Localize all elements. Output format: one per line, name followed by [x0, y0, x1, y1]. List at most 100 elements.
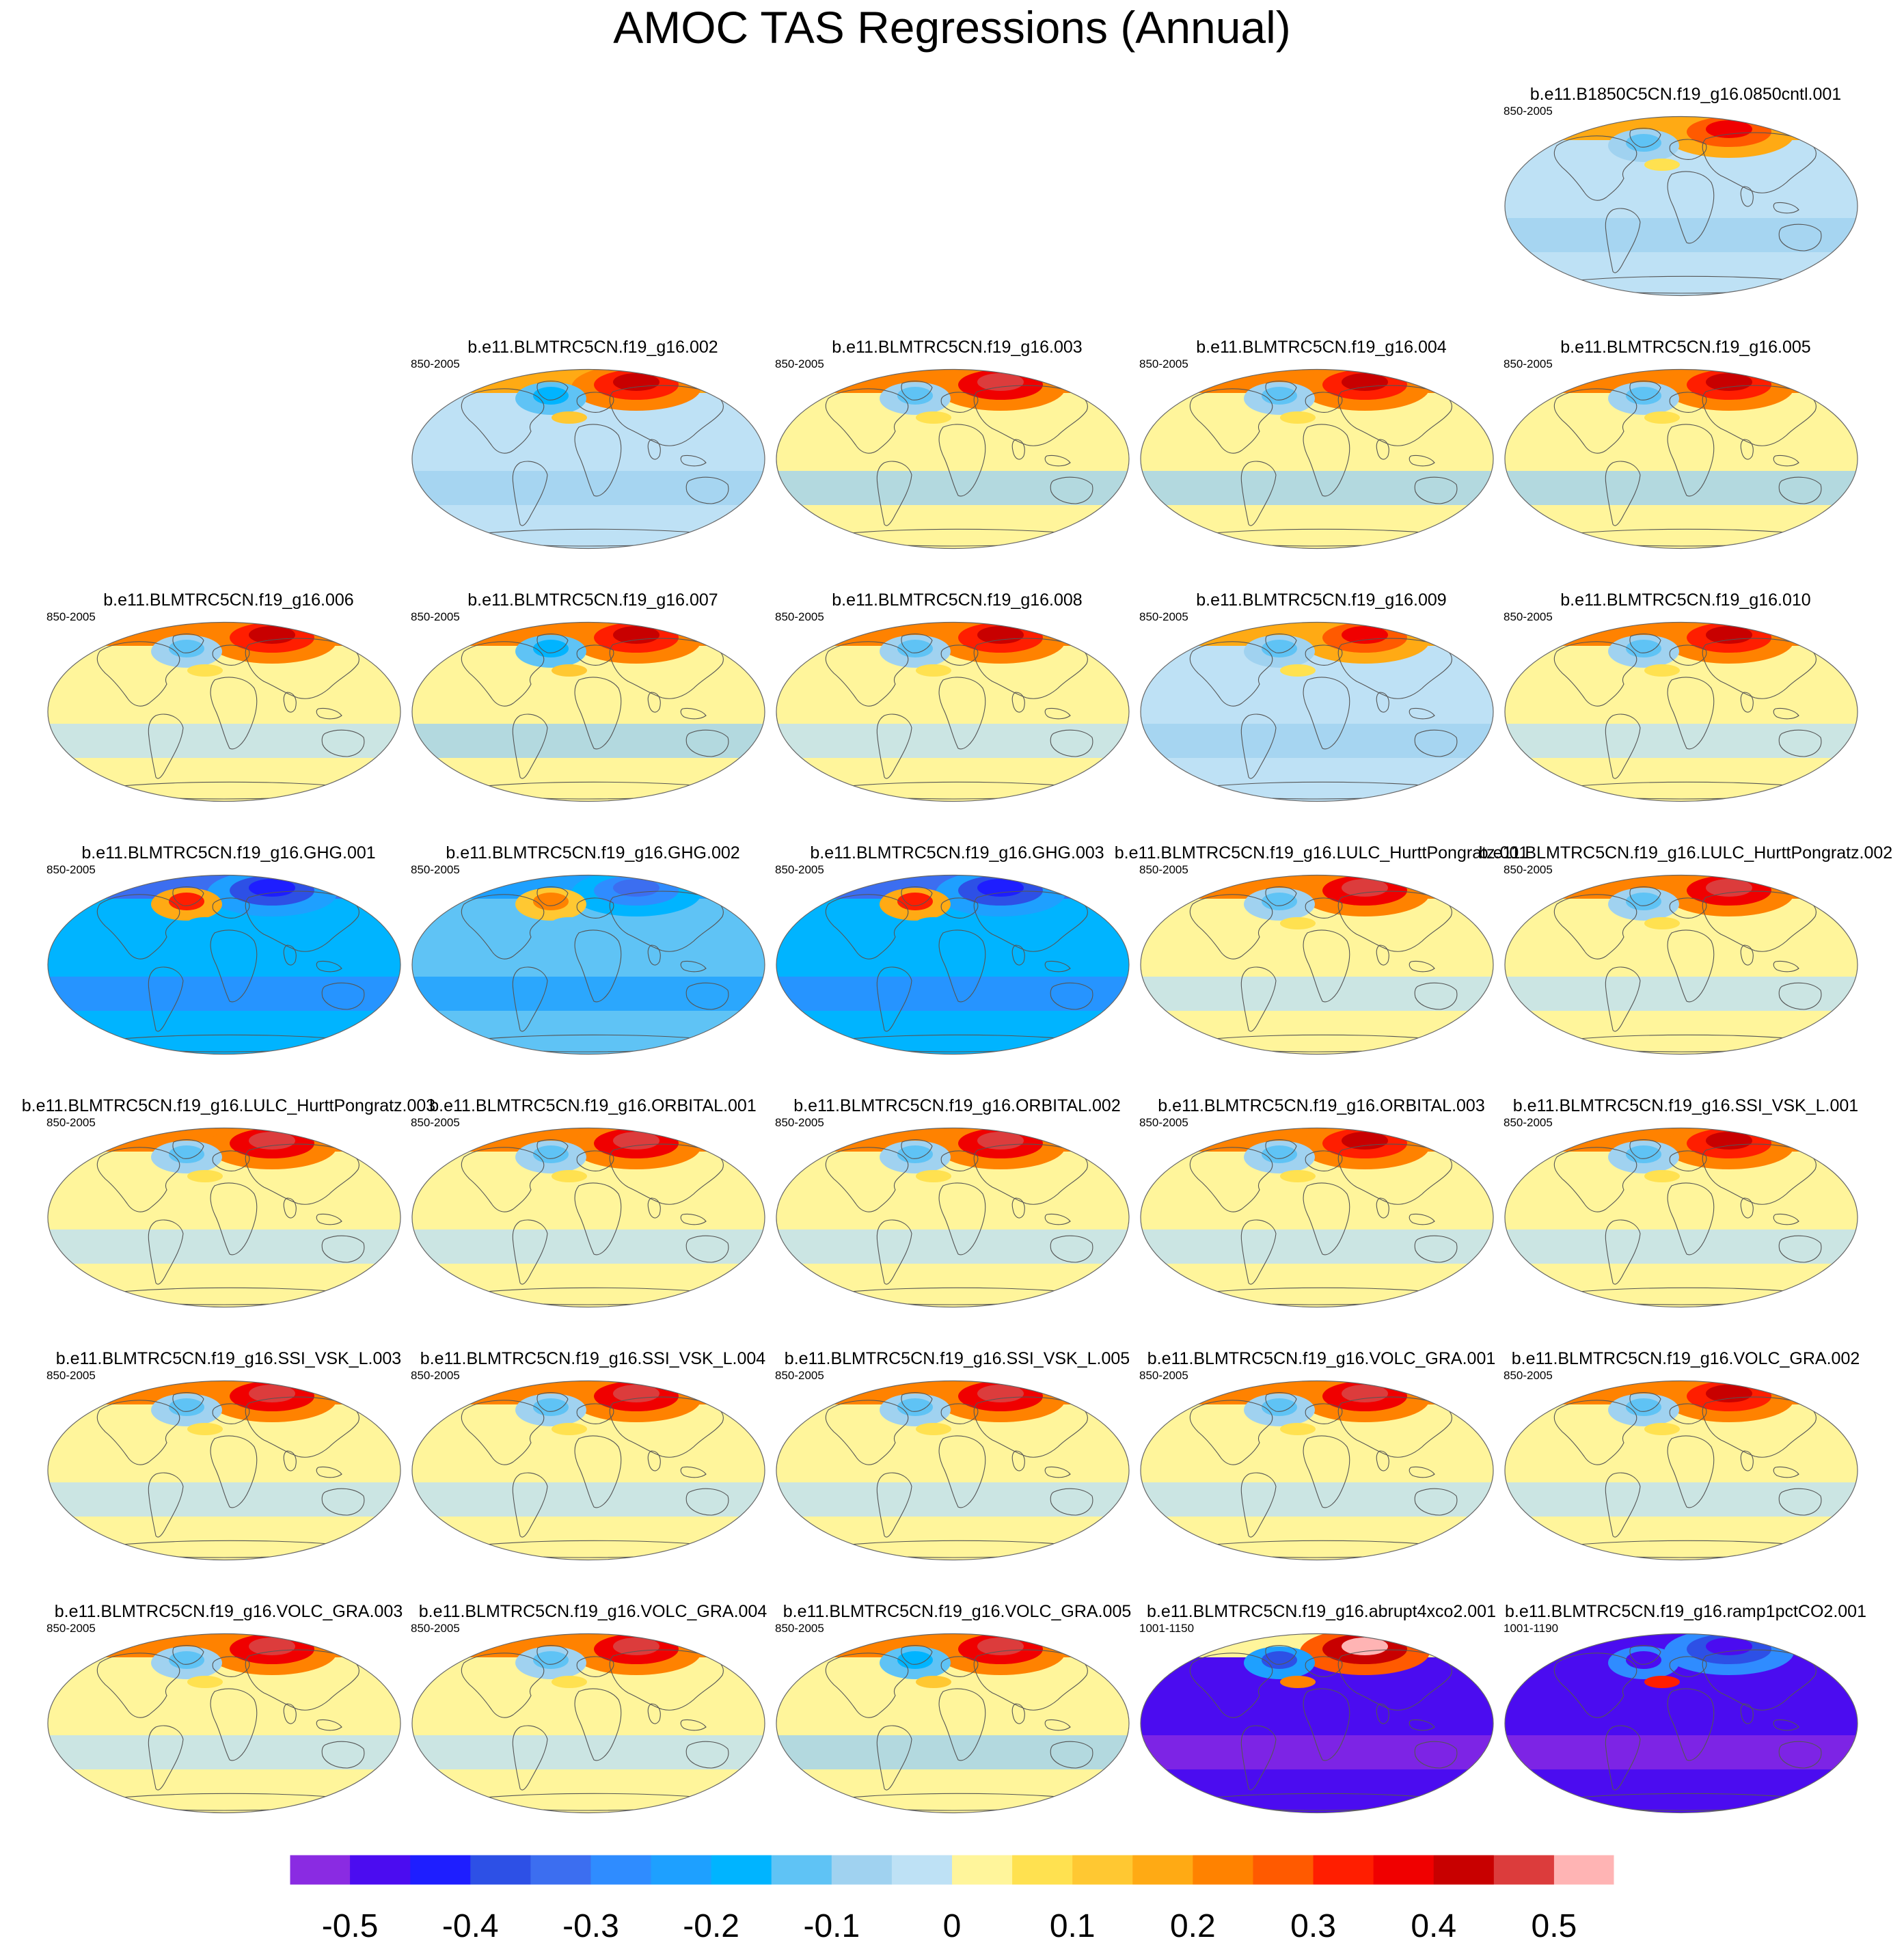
coastline — [210, 677, 258, 750]
coastline — [1667, 1182, 1715, 1255]
coastline — [1773, 454, 1799, 467]
panel-title: b.e11.BLMTRC5CN.f19_g16.SSI_VSK_L.004 — [420, 1349, 766, 1368]
colorbar-cell — [590, 1855, 652, 1885]
map-panel: b.e11.BLMTRC5CN.f19_g16.abrupt4xco2.001 1… — [1139, 1601, 1504, 1856]
coastline — [536, 886, 569, 906]
panel-title: b.e11.BLMTRC5CN.f19_g16.LULC_HurttPongra… — [1478, 843, 1893, 862]
coastline — [1044, 1213, 1071, 1225]
coastline — [1629, 886, 1661, 906]
coastline — [172, 886, 204, 906]
panel-title: b.e11.BLMTRC5CN.f19_g16.abrupt4xco2.001 — [1147, 1602, 1496, 1621]
coastline — [901, 634, 933, 653]
colorbar-cell — [1012, 1855, 1073, 1885]
coastline — [1629, 634, 1661, 653]
map-panel: b.e11.BLMTRC5CN.f19_g16.SSI_VSK_L.005 850… — [775, 1348, 1139, 1603]
colorbar-cell — [1433, 1855, 1495, 1885]
colorbar-cell — [831, 1855, 893, 1885]
coastline — [940, 1656, 979, 1677]
map-band — [48, 977, 400, 1011]
coastline — [938, 1182, 986, 1255]
coastline — [1414, 1488, 1458, 1516]
coastline — [1605, 714, 1641, 779]
subpolar-anomaly — [916, 917, 951, 929]
arctic-anomaly-core — [977, 373, 1024, 391]
map-band — [776, 471, 1129, 505]
coastline — [148, 966, 184, 1032]
coastline — [940, 1403, 979, 1424]
coastline — [680, 960, 707, 973]
coastline — [1011, 692, 1025, 713]
coastline — [1050, 1741, 1093, 1769]
north-atlantic-anomaly-core — [533, 893, 569, 910]
subpolar-anomaly — [916, 411, 951, 424]
coastline — [536, 634, 569, 653]
coastline — [1778, 1741, 1822, 1769]
map-band — [1141, 1229, 1493, 1264]
colorbar-cell — [771, 1855, 832, 1885]
north-atlantic-anomaly-core — [1262, 1651, 1297, 1669]
map-panel: b.e11.BLMTRC5CN.f19_g16.GHG.001 850-2005 — [46, 843, 411, 1097]
coastline — [1629, 128, 1661, 148]
coastline — [245, 891, 359, 952]
coastline — [283, 1197, 297, 1219]
panel-title: b.e11.BLMTRC5CN.f19_g16.005 — [1560, 338, 1811, 357]
coastline — [1011, 945, 1025, 966]
panel-title: b.e11.BLMTRC5CN.f19_g16.ORBITAL.001 — [429, 1096, 757, 1115]
north-atlantic-anomaly-core — [533, 640, 569, 657]
coastline — [1305, 1656, 1343, 1677]
colorbar-tick-label: 0.5 — [1532, 1908, 1577, 1943]
map-border — [1504, 1633, 1858, 1814]
panel-period: 850-2005 — [1504, 1369, 1553, 1382]
arctic-anomaly-core — [1342, 1385, 1388, 1402]
coastline — [973, 1143, 1088, 1205]
panel-title: b.e11.BLMTRC5CN.f19_g16.008 — [832, 590, 1083, 610]
coastline — [1778, 1488, 1822, 1516]
north-atlantic-anomaly-core — [897, 1651, 933, 1669]
north-atlantic-anomaly-core — [1626, 387, 1661, 405]
arctic-anomaly-core — [977, 1132, 1024, 1150]
map-band — [1141, 471, 1493, 505]
colorbar-tick-label: 0.3 — [1290, 1908, 1336, 1943]
coastline — [316, 1466, 342, 1478]
coastline — [536, 1392, 569, 1412]
map-svg — [1504, 621, 1858, 802]
map-band — [776, 1735, 1129, 1769]
coastline — [461, 641, 545, 707]
map-panel: b.e11.BLMTRC5CN.f19_g16.ORBITAL.003 850-2… — [1139, 1096, 1504, 1350]
coastline — [316, 707, 342, 720]
subpolar-anomaly — [916, 664, 951, 677]
coastline — [172, 1645, 204, 1665]
coastline — [609, 891, 724, 952]
subpolar-anomaly — [187, 917, 223, 929]
coastline — [938, 424, 986, 497]
coastline — [825, 1400, 909, 1465]
coastline — [321, 982, 365, 1010]
map-band — [48, 1229, 400, 1264]
coastline — [901, 381, 933, 400]
coastline — [1044, 960, 1071, 973]
map-band — [412, 471, 765, 505]
coastline — [96, 894, 180, 960]
coastline — [1240, 966, 1277, 1032]
coastline — [148, 1219, 184, 1285]
coastline — [1240, 1472, 1277, 1538]
panel-title: b.e11.BLMTRC5CN.f19_g16.LULC_HurttPongra… — [21, 1096, 436, 1115]
coastline — [1553, 1653, 1637, 1718]
subpolar-anomaly — [552, 1423, 587, 1435]
panel-period: 850-2005 — [775, 1116, 824, 1129]
north-atlantic-anomaly-core — [169, 1145, 204, 1163]
panel-period: 850-2005 — [1139, 1116, 1188, 1129]
subpolar-anomaly — [1644, 1676, 1680, 1688]
panel-title: b.e11.BLMTRC5CN.f19_g16.SSI_VSK_L.001 — [1512, 1096, 1859, 1115]
panel-period: 850-2005 — [411, 1622, 460, 1635]
map-band — [1141, 1735, 1493, 1769]
coastline — [1740, 945, 1754, 966]
coastline — [940, 644, 979, 666]
coastline — [685, 476, 729, 504]
coastline — [1629, 381, 1661, 400]
coastline — [210, 1688, 258, 1761]
coastline — [1605, 966, 1641, 1032]
coastline — [1740, 692, 1754, 713]
arctic-anomaly-core — [977, 1638, 1024, 1655]
coastline — [1305, 1403, 1343, 1424]
